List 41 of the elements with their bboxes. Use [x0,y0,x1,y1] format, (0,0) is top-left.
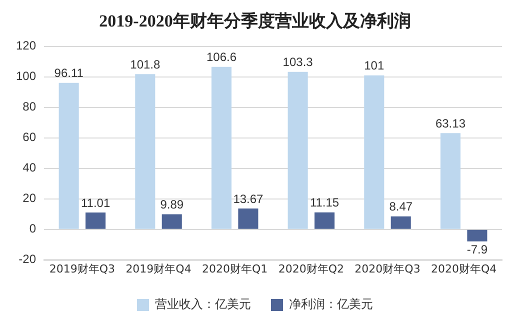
data-label: 11.15 [310,196,340,210]
y-tick-label: 120 [16,38,36,53]
y-tick-label: 40 [22,160,36,175]
data-label: 103.3 [282,55,314,70]
bar [86,212,106,229]
y-tick-label: 60 [22,130,36,144]
bar [390,216,411,229]
data-label: -7.9 [466,242,488,257]
x-tick-label: 2020财年Q2 [278,262,344,276]
y-tick-label: 80 [22,100,36,114]
bar [364,75,384,229]
x-tick-label: 2019财年Q4 [126,262,192,276]
y-tick-label: -20 [18,252,36,266]
data-label: 9.89 [160,198,184,212]
bar [162,214,182,229]
x-tick-label: 2019财年Q3 [49,262,116,276]
data-label: 101 [364,58,384,73]
x-tick-label: 2020财年Q3 [354,262,420,276]
bar [440,133,460,229]
y-tick-label: 100 [16,69,36,84]
data-label: 8.47 [389,200,413,214]
data-label: 11.01 [80,196,110,210]
bar [467,230,488,242]
x-tick-label: 2020财年Q1 [202,262,268,276]
y-tick-label: 20 [22,191,36,206]
legend-label: 营业收入：亿美元 [155,297,251,312]
data-label: 96.11 [54,66,84,80]
x-tick-label: 2020财年Q4 [431,262,497,276]
bar [58,82,79,229]
legend-label: 净利润：亿美元 [289,297,373,312]
data-label: 63.13 [435,116,466,130]
bar [238,208,258,229]
y-tick-label: 0 [29,222,36,236]
bar [211,66,232,229]
bar [135,74,156,229]
data-label: 101.8 [130,57,160,72]
bar [314,212,335,229]
data-label: 13.67 [233,192,264,206]
bar [288,72,308,229]
data-label: 106.6 [206,50,237,64]
chart-title: 2019-2020年财年分季度营业收入及净利润 [99,12,411,31]
